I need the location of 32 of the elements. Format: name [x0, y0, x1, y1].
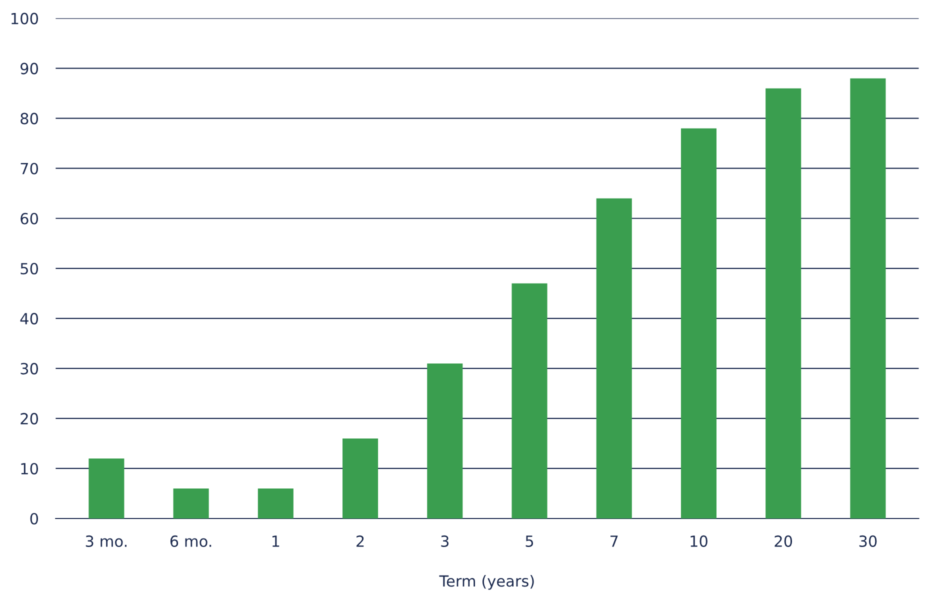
y-tick-label: 100	[12, 12, 38, 24]
x-tick-label: 2	[356, 535, 364, 547]
x-tick-label: 30	[859, 535, 877, 547]
x-tick-label: 3	[441, 535, 449, 547]
y-tick-label: 30	[20, 362, 38, 374]
bar	[173, 488, 209, 518]
bar	[258, 488, 294, 518]
bar	[512, 283, 548, 518]
bar	[427, 363, 463, 518]
y-tick-label: 70	[20, 162, 38, 174]
x-tick-label: 5	[526, 536, 534, 547]
y-tick-label: 60	[20, 212, 38, 224]
x-tick-label: 7	[610, 536, 618, 547]
y-tick-label: 40	[20, 312, 38, 324]
y-tick-label: 0	[30, 512, 38, 525]
x-axis-title: Term (years)	[439, 574, 534, 590]
y-tick-label: 10	[21, 462, 38, 474]
x-tick-label: 3 mo.	[86, 535, 126, 547]
x-tick-label: 20	[774, 535, 792, 547]
bar	[680, 128, 716, 518]
y-tick-label: 20	[20, 412, 38, 424]
bar	[596, 198, 632, 518]
y-tick-label: 50	[20, 262, 38, 274]
bar	[766, 88, 802, 518]
x-tick-label: 10	[690, 535, 708, 547]
bar	[342, 438, 378, 518]
x-tick-label: 1	[272, 536, 280, 547]
x-tick-label: 6 mo.	[170, 535, 212, 547]
bar	[88, 458, 124, 518]
y-tick-label: 80	[20, 112, 38, 124]
y-tick-label: 90	[20, 62, 38, 74]
bar	[850, 78, 886, 518]
